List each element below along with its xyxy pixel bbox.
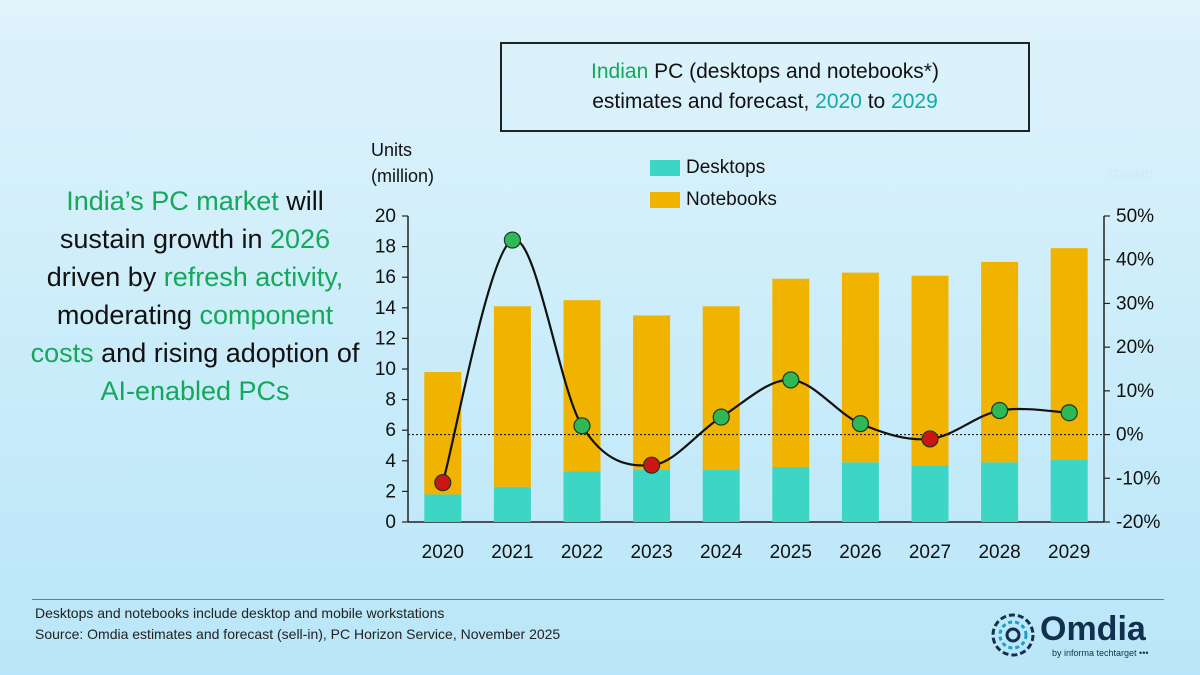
right-y-tick-label: -20% xyxy=(1116,512,1160,533)
growth-point xyxy=(851,415,870,433)
omdia-tagline: by informa techtarget ••• xyxy=(1052,648,1149,658)
omdia-logo-icon xyxy=(991,613,1035,657)
bar-notebooks xyxy=(702,306,740,470)
x-tick-label: 2024 xyxy=(700,542,743,563)
x-tick-label: 2027 xyxy=(909,542,951,563)
right-y-tick-label: -10% xyxy=(1116,468,1160,489)
x-tick-label: 2029 xyxy=(1048,542,1090,563)
left-y-tick-label: 10 xyxy=(375,359,396,380)
footnote-definition: Desktops and notebooks include desktop a… xyxy=(35,605,445,621)
left-y-tick-label: 6 xyxy=(385,420,396,441)
legend-item-notebooks: Notebooks xyxy=(650,184,777,216)
growth-point xyxy=(782,371,800,389)
bar-desktops xyxy=(911,465,949,522)
title-end-year: 2029 xyxy=(891,90,938,113)
bar-desktops xyxy=(981,462,1019,522)
growth-point xyxy=(921,430,939,448)
right-y-tick-label: 0% xyxy=(1116,425,1144,446)
units-label-line-2: (million) xyxy=(371,166,434,186)
left-y-tick-label: 4 xyxy=(385,451,396,472)
left-y-tick-label: 14 xyxy=(375,298,397,319)
x-tick-label: 2021 xyxy=(491,542,533,563)
y-axis-units-label: Units (million) xyxy=(371,137,434,189)
chart-title-line-2: estimates and forecast, 2020 to 2029 xyxy=(592,87,938,117)
chart-title-line-1: Indian PC (desktops and notebooks*) xyxy=(591,57,939,87)
takeaway-year: 2026 xyxy=(270,224,331,254)
takeaway-refresh: refresh activity, xyxy=(163,262,344,292)
bar-notebooks xyxy=(841,272,879,463)
legend-swatch-notebooks xyxy=(650,192,680,208)
bar-desktops xyxy=(841,462,879,522)
key-takeaway-text: India’s PC market will sustain growth in… xyxy=(30,182,360,410)
left-y-tick-label: 2 xyxy=(385,481,396,502)
growth-line xyxy=(441,238,1070,483)
footer-divider xyxy=(32,599,1164,600)
right-y-tick-label: 20% xyxy=(1116,337,1154,358)
title-to: to xyxy=(861,90,892,113)
chart-title-box: Indian PC (desktops and notebooks*) esti… xyxy=(500,42,1030,132)
growth-point xyxy=(573,417,591,435)
bar-desktops xyxy=(1050,459,1088,522)
bar-desktops xyxy=(772,466,810,522)
takeaway-india-market: India’s PC market xyxy=(66,186,279,216)
bar-notebooks xyxy=(1050,248,1088,460)
bar-desktops xyxy=(633,469,671,522)
left-y-tick-label: 18 xyxy=(375,237,396,258)
growth-point xyxy=(712,408,730,426)
units-label-line-1: Units xyxy=(371,140,413,160)
growth-point xyxy=(1060,404,1078,422)
growth-point xyxy=(434,474,452,492)
footnote-source: Source: Omdia estimates and forecast (se… xyxy=(35,626,561,642)
right-y-tick-label: 30% xyxy=(1116,293,1154,314)
left-y-tick-label: 0 xyxy=(385,512,396,533)
takeaway-text-1: will sustain growth in xyxy=(59,186,324,254)
takeaway-text-3: moderating xyxy=(56,300,200,330)
x-tick-label: 2026 xyxy=(839,542,881,563)
legend-item-desktops: Desktops xyxy=(650,152,777,184)
right-y-tick-label: 10% xyxy=(1116,381,1154,402)
growth-point xyxy=(642,456,661,474)
stacked-bar-chart: 0 2 4 6 8 10 12 14 16 18 20 -20% -10% 0% 10% 20% 30% 40% 5… xyxy=(375,206,1161,563)
growth-point xyxy=(503,231,522,249)
takeaway-component-costs: component costs xyxy=(30,300,334,368)
title-india: Indian xyxy=(591,60,649,83)
x-tick-label: 2022 xyxy=(561,542,603,563)
x-tick-label: 2020 xyxy=(422,542,464,563)
omdia-logo: Omdia by informa techtarget ••• xyxy=(990,610,1170,662)
title-estimates: estimates and forecast, xyxy=(592,90,816,113)
bar-notebooks xyxy=(633,315,671,470)
legend-swatch-desktops xyxy=(650,160,680,176)
bar-desktops xyxy=(424,494,462,522)
title-pc: PC (desktops and notebooks*) xyxy=(648,60,939,83)
x-tick-label: 2025 xyxy=(770,542,812,563)
growth-axis-label: Growth xyxy=(1108,166,1154,182)
bar-notebooks xyxy=(493,306,531,487)
left-y-tick-label: 20 xyxy=(375,206,396,227)
left-y-tick-label: 12 xyxy=(375,328,396,349)
takeaway-text-2: driven by xyxy=(46,262,164,292)
bar-desktops xyxy=(493,486,531,522)
x-tick-label: 2023 xyxy=(630,542,672,563)
bar-notebooks xyxy=(981,261,1019,463)
title-start-year: 2020 xyxy=(815,90,862,113)
footnote: Desktops and notebooks include desktop a… xyxy=(35,603,560,645)
right-y-tick-label: 50% xyxy=(1116,206,1154,227)
omdia-wordmark: Omdia xyxy=(1040,610,1146,648)
left-y-tick-label: 8 xyxy=(385,390,396,411)
x-tick-label: 2028 xyxy=(978,542,1020,563)
growth-point xyxy=(990,401,1009,420)
takeaway-text-4: and rising adoption of xyxy=(93,338,360,368)
legend-label-desktops: Desktops xyxy=(686,157,766,178)
bar-desktops xyxy=(563,471,601,522)
left-y-tick-label: 16 xyxy=(375,267,396,288)
takeaway-ai-pcs: AI-enabled PCs xyxy=(100,376,290,406)
chart-legend: Desktops Notebooks xyxy=(650,152,777,216)
bar-desktops xyxy=(702,469,740,522)
bar-notebooks xyxy=(563,300,601,472)
right-y-tick-label: 40% xyxy=(1116,250,1154,271)
legend-label-notebooks: Notebooks xyxy=(686,189,777,210)
